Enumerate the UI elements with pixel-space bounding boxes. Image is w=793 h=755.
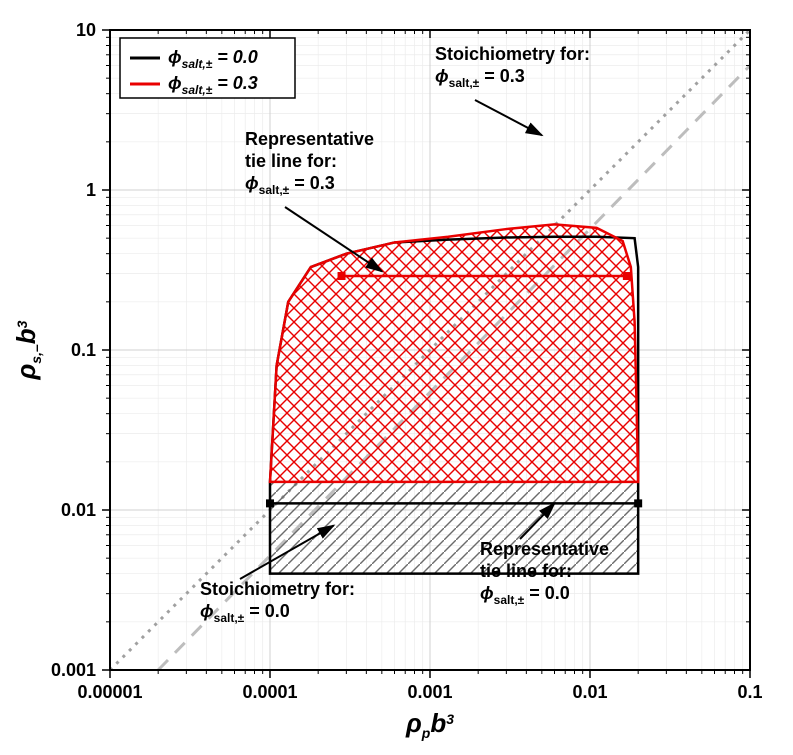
y-tick-label: 0.001	[51, 660, 96, 680]
annotation-text: Stoichiometry for:	[200, 579, 355, 599]
y-tick-label: 0.01	[61, 500, 96, 520]
x-tick-label: 0.00001	[77, 682, 142, 702]
y-tick-label: 1	[86, 180, 96, 200]
x-tick-label: 0.01	[572, 682, 607, 702]
chart-container: 0.00001 0.0001 0.001 0.01 0.1 0.001 0.01 0.1 1 10…	[0, 0, 793, 755]
legend: ϕsalt,± = 0.0ϕsalt,± = 0.3	[120, 38, 295, 98]
annotation-text: tie line for:	[480, 561, 572, 581]
annotation-text: Representative	[480, 539, 609, 559]
region-hatch-phi00	[270, 482, 638, 574]
y-tick-label: 10	[76, 20, 96, 40]
annotation-text: Stoichiometry for:	[435, 44, 590, 64]
region-hatch-phi03	[270, 224, 638, 481]
tie-line-phi00-marker-left	[266, 499, 274, 507]
x-tick-label: 0.1	[737, 682, 762, 702]
x-tick-label: 0.0001	[242, 682, 297, 702]
x-tick-label: 0.001	[407, 682, 452, 702]
annotation-text: Representative	[245, 129, 374, 149]
tie-line-phi03-marker-left	[338, 272, 346, 280]
phase-diagram-chart: 0.00001 0.0001 0.001 0.01 0.1 0.001 0.01 0.1 1 10…	[0, 0, 793, 755]
tie-line-phi00-marker-right	[634, 499, 642, 507]
regions	[266, 224, 642, 573]
annotation-text: tie line for:	[245, 151, 337, 171]
y-tick-label: 0.1	[71, 340, 96, 360]
tie-line-phi03-marker-right	[623, 272, 631, 280]
